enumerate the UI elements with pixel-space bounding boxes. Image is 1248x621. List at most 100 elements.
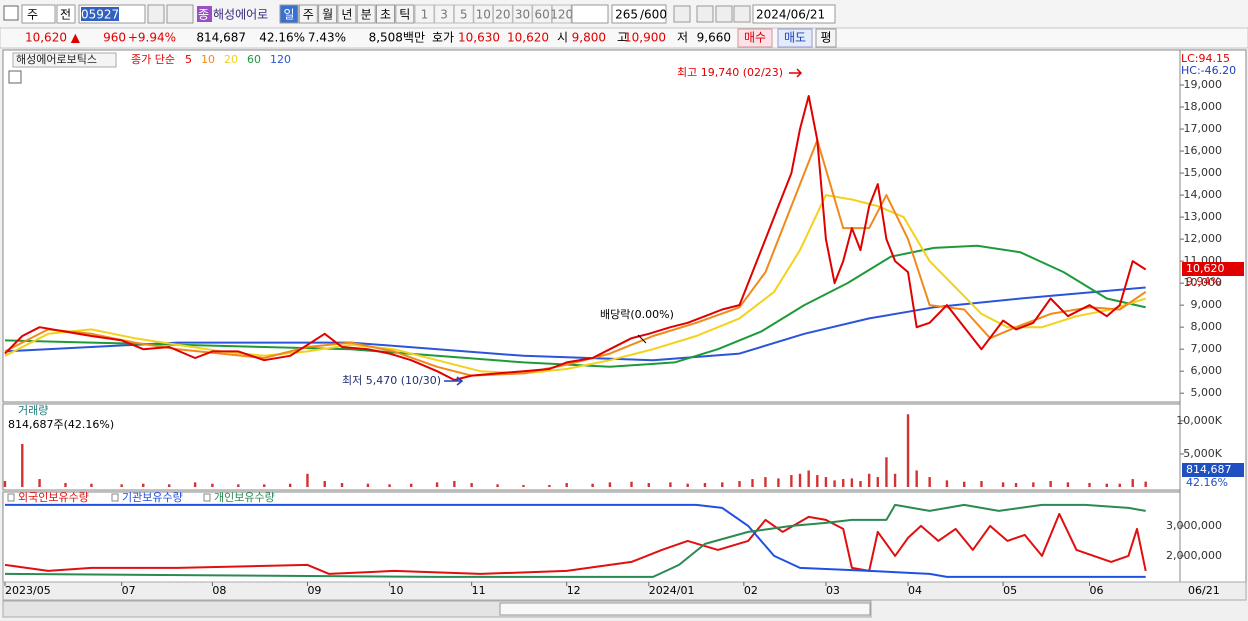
volume-bar xyxy=(833,480,836,487)
info-high-label: 고 xyxy=(617,31,628,45)
volume-bar xyxy=(453,481,456,487)
scale-label: LC:94.15 xyxy=(1181,52,1230,65)
period: 초 xyxy=(380,8,391,22)
info-volume-pct: 42.16% xyxy=(259,31,305,45)
info-turnover: 7.43% xyxy=(308,31,346,45)
count-box[interactable] xyxy=(611,4,667,24)
period-button[interactable] xyxy=(376,4,395,24)
volume-bar xyxy=(591,483,594,487)
interval-button[interactable] xyxy=(434,4,455,24)
charts: 5,0006,0007,0008,0009,00010,00011,00012,… xyxy=(3,52,1244,597)
series-line xyxy=(5,503,1146,578)
interval-button[interactable] xyxy=(512,4,533,24)
annotation-low: 최저 5,470 (10/30) xyxy=(342,374,441,387)
interval-button[interactable] xyxy=(473,4,494,24)
sound-button[interactable] xyxy=(166,4,194,24)
volume-bar xyxy=(435,482,439,487)
period-button[interactable] xyxy=(356,4,376,24)
volume-bar xyxy=(263,484,266,487)
volume-subtitle: 814,687주(42.16%) xyxy=(8,418,114,431)
interval-button[interactable] xyxy=(492,4,513,24)
settings-icon[interactable] xyxy=(8,70,22,84)
legend-entry: 개인보유수량 xyxy=(214,491,275,504)
period: 일 xyxy=(283,8,294,22)
last-price-box xyxy=(1182,262,1244,276)
volume-title: 거래량 xyxy=(18,404,48,417)
interval-button[interactable] xyxy=(551,4,572,24)
period: 년 xyxy=(341,8,352,22)
x-tick-label: 03 xyxy=(826,584,840,597)
volume-bar xyxy=(167,484,171,487)
last-date: 06/21 xyxy=(1188,584,1220,597)
interval-button[interactable] xyxy=(453,4,474,24)
interval-select[interactable] xyxy=(571,4,609,24)
x-tick-label: 2024/01 xyxy=(649,584,695,597)
sell-button[interactable] xyxy=(777,28,813,48)
volume-bar xyxy=(738,481,741,487)
tool-icon[interactable] xyxy=(715,5,733,23)
volume-bar xyxy=(548,485,551,487)
volume-bar xyxy=(816,475,819,487)
last-volume-pct: 42.16% xyxy=(1186,476,1228,489)
period-button[interactable] xyxy=(337,4,357,24)
menu-icon[interactable] xyxy=(3,5,19,21)
volume-bar xyxy=(630,481,633,487)
volume-bar xyxy=(323,481,326,487)
volume-bar xyxy=(565,483,568,487)
info-low: 9,660 xyxy=(697,31,731,45)
period-button[interactable] xyxy=(318,4,338,24)
volume-bar xyxy=(1131,479,1134,487)
y-tick-label: 15,000 xyxy=(1184,166,1223,179)
y-tick-label: 6,000 xyxy=(1191,364,1223,377)
period-button[interactable] xyxy=(395,4,415,24)
period-button[interactable] xyxy=(298,4,318,24)
search-button[interactable] xyxy=(147,4,165,24)
tool-icon[interactable] xyxy=(673,5,691,23)
tool-icon[interactable] xyxy=(733,5,751,23)
volume-bar xyxy=(980,481,983,487)
info-bar xyxy=(0,27,1248,49)
info-price: 10,620 ▲ xyxy=(25,31,81,45)
volume-bar xyxy=(1088,483,1091,487)
volume-bar xyxy=(885,457,888,487)
volume-bar xyxy=(211,483,214,487)
last-price: 10,620 xyxy=(1186,262,1225,275)
period-button[interactable] xyxy=(279,4,299,24)
volume-bar xyxy=(522,485,525,487)
x-tick-label: 09 xyxy=(307,584,321,597)
x-tick-label: 10 xyxy=(390,584,404,597)
info-change: 960 xyxy=(103,31,126,45)
x-tick-label: 08 xyxy=(212,584,226,597)
chart-controls[interactable] xyxy=(876,601,1246,617)
code: 059270 xyxy=(81,8,127,22)
x-tick-label: 07 xyxy=(122,584,136,597)
volume-bar xyxy=(288,483,292,487)
interval: 120 xyxy=(550,8,573,22)
code-highlight xyxy=(81,7,119,21)
market-select[interactable] xyxy=(21,4,56,24)
date-box[interactable] xyxy=(752,4,836,24)
y-tick-label: 3,000,000 xyxy=(1166,519,1222,532)
volume-bar xyxy=(703,483,707,487)
avg-button[interactable] xyxy=(815,28,837,48)
legend-entry: 20 xyxy=(224,53,238,66)
prefix-box[interactable] xyxy=(56,4,76,24)
scale-label: HC:-46.20 xyxy=(1181,64,1236,77)
legend-swatch xyxy=(7,493,15,502)
interval-button[interactable] xyxy=(414,4,435,24)
tool-icon[interactable] xyxy=(696,5,714,23)
volume-bar xyxy=(21,444,24,487)
y-tick-label: 16,000 xyxy=(1184,144,1223,157)
scroll-thumb[interactable] xyxy=(499,602,871,616)
y-tick-label: 5,000K xyxy=(1183,447,1222,460)
volume-bar xyxy=(1032,482,1035,487)
right-axis xyxy=(1179,49,1247,583)
buy-button[interactable] xyxy=(737,28,773,48)
volume-bar xyxy=(876,477,879,487)
arrow xyxy=(637,334,647,344)
interval-button[interactable] xyxy=(532,4,553,24)
series-line xyxy=(4,139,1147,377)
volume-bar xyxy=(824,477,828,487)
chart-title: 해성에어로보틱스 xyxy=(16,52,97,66)
